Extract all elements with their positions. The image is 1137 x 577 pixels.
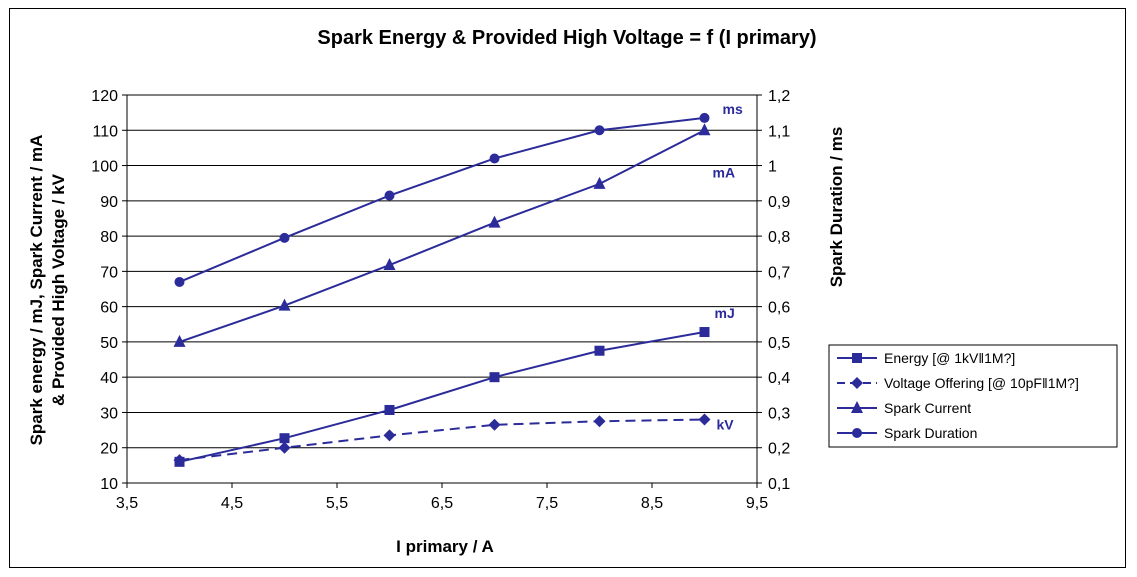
marker-triangle [173,334,186,347]
marker-diamond [173,454,186,467]
y2-tick-label: 0,4 [768,370,790,387]
x-tick-label: 3,5 [116,495,138,512]
x-axis: 3,5 4,5 5,5 6,5 7,5 8,5 9,5 [116,483,768,512]
legend: Energy [@ 1kV‖1M?] Voltage Offering [@ 10… [828,344,1118,448]
gridlines [126,94,758,484]
y-tick-label: 120 [91,88,118,105]
legend-label: Spark Duration [884,425,977,441]
chart-frame [9,8,1126,568]
y-tick-label: 90 [100,194,118,211]
series-unit-label-mA: mA [713,164,736,180]
x-tick-label: 8,5 [641,495,663,512]
series-unit-label-ms: ms [723,101,743,117]
y-tick-label: 60 [100,300,118,317]
series-line-ms [179,116,705,283]
series-line-kV [179,418,705,462]
y-tick-label: 20 [100,441,118,458]
y2-tick-label: 0,8 [768,229,790,246]
marker-circle [384,190,395,201]
legend-box [828,344,1118,448]
series-unit-label-mJ: mJ [715,305,735,321]
marker-circle [489,153,500,164]
x-tick-label: 5,5 [326,495,348,512]
series-kV [173,413,711,467]
y-axis-right: 0,1 0,2 0,3 0,4 0,5 0,6 0,7 0,8 0,9 1 1,1 1,2 [757,88,790,493]
y-axis-title-line2: & Provided High Voltage / kV [49,173,68,406]
marker-triangle [383,258,396,271]
marker-square [699,327,710,338]
y-tick-label: 110 [92,123,118,140]
marker-triangle [278,298,291,311]
y-tick-label: 50 [100,335,118,352]
marker-square [852,353,862,363]
legend-label: Voltage Offering [@ 10pF‖1M?] [884,375,1079,391]
marker-circle [852,428,862,438]
x-tick-label: 6,5 [431,495,453,512]
chart-title: Spark Energy & Provided High Voltage = f… [317,27,816,49]
x-tick-label: 7,5 [536,495,558,512]
y-tick-label: 70 [100,264,118,281]
marker-circle [699,112,710,123]
y2-tick-label: 0,7 [768,264,790,281]
marker-diamond [383,429,396,442]
series-unit-labels: mJ kV mA ms [713,101,743,433]
y-tick-label: 40 [100,370,118,387]
x-tick-label: 9,5 [746,495,768,512]
marker-circle [279,232,290,243]
x-tick-label: 4,5 [221,495,243,512]
marker-square [489,372,500,383]
series-ms [174,112,710,287]
marker-triangle [851,401,863,413]
y2-tick-label: 0,1 [768,476,790,493]
y-tick-label: 30 [100,405,118,422]
y2-tick-label: 0,9 [768,194,790,211]
legend-label: Spark Current [884,400,971,416]
y-axis-title-line1: Spark energy / mJ, Spark Current / mA [27,135,46,446]
marker-diamond [698,413,711,426]
marker-square [279,433,290,444]
y2-tick-label: 1 [768,159,777,176]
y2-tick-label: 0,3 [768,405,790,422]
marker-circle [594,125,605,136]
marker-diamond [593,415,606,428]
series-layer [173,112,711,467]
series-line-mJ [179,331,705,463]
marker-diamond [278,441,291,454]
marker-diamond [488,418,501,431]
y-axis-left: 10 20 30 40 50 60 70 80 90 100 110 120 [91,88,127,493]
x-axis-title: I primary / A [396,537,494,556]
series-mA [173,123,711,347]
y2-tick-label: 0,6 [768,300,790,317]
y-tick-label: 80 [100,229,118,246]
series-line-mA [179,129,705,343]
y-tick-label: 10 [100,476,118,493]
legend-label: Energy [@ 1kV‖1M?] [884,350,1015,366]
marker-triangle [698,123,711,136]
y2-tick-label: 1,1 [768,123,790,140]
marker-square [384,404,395,415]
marker-circle [174,276,185,287]
marker-diamond [851,377,863,389]
y-tick-label: 100 [91,159,118,176]
series-unit-label-kV: kV [717,417,735,433]
marker-square [594,345,605,356]
plot-area-border [126,94,758,484]
y2-axis-title: Spark Duration / ms [827,127,846,288]
marker-triangle [488,215,501,228]
y2-tick-label: 1,2 [768,88,790,105]
y2-tick-label: 0,2 [768,441,790,458]
y2-tick-label: 0,5 [768,335,790,352]
series-mJ [174,327,710,467]
marker-triangle [593,176,606,189]
